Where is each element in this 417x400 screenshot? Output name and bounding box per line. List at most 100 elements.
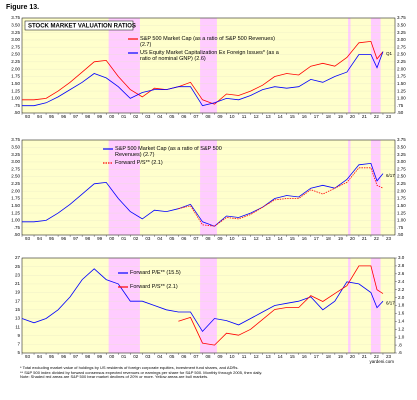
y-tick-label-right: 1.50 xyxy=(397,203,406,208)
y-tick-label-right: 2.00 xyxy=(397,66,406,71)
x-tick-label: 99 xyxy=(97,236,103,241)
source-note: yardeni.com xyxy=(369,359,394,364)
y2-tick-label: .8 xyxy=(398,342,402,347)
y-tick-label: 17 xyxy=(15,298,21,303)
y-tick-label: 3.00 xyxy=(11,159,20,164)
x-tick-label: 07 xyxy=(193,114,199,119)
x-tick-label: 95 xyxy=(49,114,55,119)
y-tick-label-right: 1.25 xyxy=(397,210,406,215)
x-tick-label: 01 xyxy=(121,114,127,119)
x-tick-label: 14 xyxy=(278,114,284,119)
x-tick-label: 22 xyxy=(374,354,380,359)
y-tick-label-right: 1.75 xyxy=(397,196,406,201)
x-tick-label: 96 xyxy=(61,114,67,119)
x-tick-label: 03 xyxy=(145,354,151,359)
x-tick-label: 97 xyxy=(73,354,79,359)
y-tick-label: 1.75 xyxy=(11,196,20,201)
x-tick-label: 08 xyxy=(205,354,211,359)
y2-tick-label: 2.6 xyxy=(398,271,405,276)
x-tick-label: 93 xyxy=(25,114,31,119)
x-tick-label: 93 xyxy=(25,236,31,241)
x-tick-label: 09 xyxy=(218,114,224,119)
x-tick-label: 05 xyxy=(169,236,175,241)
x-tick-label: 00 xyxy=(109,236,115,241)
x-tick-label: 19 xyxy=(338,114,344,119)
y-tick-label: 3.00 xyxy=(11,37,20,42)
x-tick-label: 13 xyxy=(266,236,272,241)
y-tick-label: 27 xyxy=(15,255,21,260)
x-tick-label: 98 xyxy=(85,354,91,359)
x-tick-label: 22 xyxy=(374,114,380,119)
y-tick-label: 1.50 xyxy=(11,81,20,86)
y-tick-label: 3.50 xyxy=(11,22,20,27)
x-tick-label: 10 xyxy=(230,236,236,241)
x-tick-label: 22 xyxy=(374,236,380,241)
x-tick-label: 02 xyxy=(133,354,139,359)
x-tick-label: 99 xyxy=(97,354,103,359)
y-tick-label-right: .75 xyxy=(397,103,404,108)
x-tick-label: 20 xyxy=(350,236,356,241)
x-tick-label: 04 xyxy=(157,354,163,359)
y-tick-label-right: 2.25 xyxy=(397,59,406,64)
bear-market-shading xyxy=(348,18,351,113)
bear-market-shading xyxy=(370,140,381,235)
x-tick-label: 15 xyxy=(290,354,296,359)
bear-market-shading xyxy=(200,140,217,235)
x-tick-label: 20 xyxy=(350,114,356,119)
x-tick-label: 18 xyxy=(326,114,332,119)
x-tick-label: 97 xyxy=(73,236,79,241)
x-tick-label: 15 xyxy=(290,236,296,241)
x-tick-label: 00 xyxy=(109,354,115,359)
y-tick-label: 1.25 xyxy=(11,88,20,93)
y-tick-label-right: 3.75 xyxy=(397,137,406,142)
y-tick-label: 3.75 xyxy=(11,15,20,20)
x-tick-label: 12 xyxy=(254,114,260,119)
x-tick-label: 16 xyxy=(302,354,308,359)
bear-market-shading xyxy=(348,140,351,235)
x-tick-label: 01 xyxy=(121,354,127,359)
footnote: Note: Shaded red areas are S&P 500 bear … xyxy=(20,374,209,380)
x-tick-label: 00 xyxy=(109,114,115,119)
x-tick-label: 20 xyxy=(350,354,356,359)
x-tick-label: 18 xyxy=(326,354,332,359)
y-tick-label-right: 3.50 xyxy=(397,22,406,27)
y-tick-label-right: 2.50 xyxy=(397,52,406,57)
x-tick-label: 06 xyxy=(181,236,187,241)
x-tick-label: 94 xyxy=(37,114,43,119)
y-tick-label: 9 xyxy=(17,333,20,338)
x-tick-label: 07 xyxy=(193,236,199,241)
x-tick-label: 13 xyxy=(266,114,272,119)
x-tick-label: 16 xyxy=(302,114,308,119)
y-tick-label: 2.00 xyxy=(11,66,20,71)
y2-tick-label: 2.4 xyxy=(398,279,405,284)
y-tick-label: 7 xyxy=(17,342,20,347)
x-tick-label: 06 xyxy=(181,354,187,359)
title-box xyxy=(24,20,134,31)
x-tick-label: 07 xyxy=(193,354,199,359)
footnotes: * Total excluding market value of holdin… xyxy=(20,365,400,380)
x-tick-label: 01 xyxy=(121,236,127,241)
y-tick-label-right: .75 xyxy=(397,225,404,230)
x-tick-label: 13 xyxy=(266,354,272,359)
x-tick-label: 17 xyxy=(314,236,320,241)
x-tick-label: 08 xyxy=(205,236,211,241)
y-tick-label-right: 3.75 xyxy=(397,15,406,20)
x-tick-label: 11 xyxy=(242,354,247,359)
series-line xyxy=(22,40,384,105)
x-tick-label: 04 xyxy=(157,114,163,119)
y-tick-label: 11 xyxy=(15,324,20,329)
y-tick-label-right: .50 xyxy=(397,110,404,115)
y2-tick-label: .6 xyxy=(398,350,402,355)
legend-entry: US Equity Market Capitalization Ex Forei… xyxy=(140,50,279,62)
y-tick-label: 19 xyxy=(15,290,21,295)
annotation: 6/17 xyxy=(386,173,395,178)
y-tick-label-right: .50 xyxy=(397,232,404,237)
x-tick-label: 19 xyxy=(338,236,344,241)
y2-tick-label: 3.0 xyxy=(398,255,405,260)
y-tick-label: 23 xyxy=(15,272,21,277)
y-tick-label: 2.00 xyxy=(11,188,20,193)
y-tick-label-right: 3.00 xyxy=(397,159,406,164)
x-tick-label: 21 xyxy=(362,236,368,241)
x-tick-label: 17 xyxy=(314,114,320,119)
